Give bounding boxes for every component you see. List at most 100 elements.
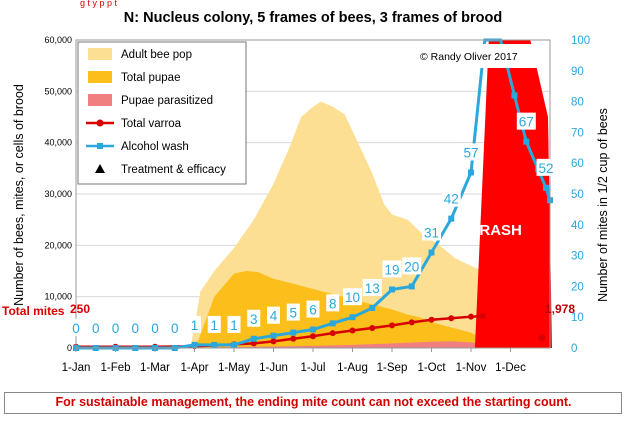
legend-label: Adult bee pop	[121, 49, 192, 61]
wash-label-bg	[343, 288, 362, 306]
legend-pupae-parasitized-swatch	[88, 94, 112, 106]
wash-data-label: 1	[191, 318, 199, 333]
legend-label: Treatment & efficacy	[121, 164, 226, 176]
total-varroa-point	[270, 338, 277, 345]
wash-data-label: 0	[131, 321, 139, 336]
wash-label-bg	[227, 315, 241, 333]
y2-tick-label: 80	[571, 97, 584, 109]
alcohol-wash-point	[448, 215, 455, 222]
wash-label-bg	[362, 278, 382, 296]
varroa-start-label: 250	[70, 302, 90, 316]
wash-data-label: 3	[250, 312, 258, 327]
alcohol-wash-point	[468, 169, 474, 176]
total-varroa-point	[290, 335, 297, 342]
alcohol-wash-point	[523, 138, 530, 145]
alcohol-wash-point	[408, 283, 415, 290]
wash-label-bg	[306, 300, 320, 318]
footer-note: For sustainable management, the ending m…	[55, 395, 572, 409]
wash-label-bg	[207, 315, 221, 333]
copyright-text: © Randy Oliver 2017	[420, 51, 518, 63]
pupae-parasitized-area	[76, 341, 491, 348]
y2-tick-label: 90	[571, 66, 584, 78]
total-pupae-area	[76, 271, 491, 348]
wash-label-bg	[148, 319, 162, 336]
x-tick-label: 1-Feb	[100, 362, 130, 374]
x-tick-label: 1-Sep	[377, 362, 408, 374]
y-tick-label: 50,000	[44, 86, 72, 96]
wash-data-label: 1	[210, 318, 218, 333]
total-varroa-point	[408, 319, 415, 326]
wash-label-bg	[441, 189, 461, 207]
legend-total-pupae-swatch	[88, 71, 112, 83]
y2-tick-label: 10	[571, 312, 584, 324]
x-tick-label: 1-Dec	[495, 362, 526, 374]
y-tick-label: 30,000	[44, 189, 72, 199]
legend-label: Pupae parasitized	[121, 95, 213, 107]
footer-box	[4, 392, 622, 414]
wash-data-label: 0	[112, 321, 120, 336]
wash-data-label: 0	[72, 321, 80, 336]
chart-title: N: Nucleus colony, 5 frames of bees, 3 f…	[124, 10, 502, 26]
clipped-header-text: g t y p p t	[80, 0, 118, 8]
wash-label-bg	[402, 257, 422, 275]
wash-label-bg	[128, 319, 142, 336]
wash-data-label: 8	[329, 296, 337, 311]
wash-label-bg	[286, 303, 300, 321]
wash-label-bg	[168, 319, 182, 336]
x-tick-label: 1-Jul	[301, 362, 326, 374]
alcohol-wash-point	[270, 332, 277, 339]
wash-data-label: 42	[444, 192, 459, 207]
wash-data-label: 67	[519, 115, 534, 130]
adult-bee-area	[76, 101, 491, 348]
y2-axis-label: Number of mites in 1/2 cup of bees	[596, 108, 610, 302]
total-varroa-point	[468, 313, 474, 320]
alcohol-wash-point	[428, 249, 435, 256]
axes: 010,00020,00030,00040,00050,00060,000010…	[44, 35, 590, 374]
y2-tick-label: 50	[571, 189, 584, 201]
legend-label: Total pupae	[121, 72, 180, 84]
x-tick-label: 1-Nov	[456, 362, 487, 374]
wash-label-bg	[247, 309, 261, 327]
legend-varroa-marker	[96, 119, 104, 127]
y2-tick-label: 100	[571, 35, 590, 47]
x-tick-label: 1-May	[218, 362, 250, 374]
wash-label-bg	[326, 294, 340, 312]
alcohol-wash-point	[211, 341, 218, 348]
alcohol-wash-point	[511, 92, 518, 99]
legend-treatment-efficacy-swatch	[95, 164, 105, 173]
wash-data-label: 13	[365, 281, 380, 296]
x-tick-label: 1-Mar	[140, 362, 170, 374]
y2-tick-label: 30	[571, 251, 584, 263]
alcohol-wash-point	[250, 335, 257, 342]
y-tick-label: 40,000	[44, 138, 72, 148]
copyright-box	[413, 44, 543, 68]
wash-label-bg	[188, 315, 201, 333]
total-varroa-point	[389, 322, 395, 329]
total-varroa-point	[448, 315, 455, 322]
wash-data-label: 0	[92, 321, 100, 336]
legend-wash-marker	[97, 143, 103, 149]
total-varroa-point	[329, 330, 336, 337]
wash-data-label: 4	[270, 309, 278, 324]
wash-data-label: 5	[289, 306, 297, 321]
wash-label-bg	[536, 158, 556, 176]
alcohol-wash-point	[329, 320, 336, 327]
wash-label-bg	[422, 223, 441, 241]
alcohol-wash-point	[310, 326, 316, 333]
y2-tick-label: 40	[571, 220, 584, 232]
wash-data-label: 52	[539, 161, 554, 176]
alcohol-wash-point	[191, 341, 198, 348]
alcohol-wash-point	[349, 314, 356, 321]
wash-label-bg	[69, 319, 83, 336]
total-varroa-point	[428, 316, 435, 323]
wash-label-bg	[89, 319, 103, 336]
y2-tick-label: 20	[571, 281, 584, 293]
y-tick-label: 10,000	[44, 292, 72, 302]
wash-data-label: 20	[404, 259, 419, 274]
wash-label-bg	[516, 112, 536, 130]
total-varroa-point	[349, 327, 356, 334]
legend: Adult bee pop Total pupae Pupae parasitize…	[77, 41, 543, 185]
